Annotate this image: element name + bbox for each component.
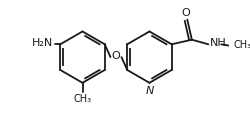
Text: CH₃: CH₃ [233, 40, 250, 50]
Text: O: O [112, 51, 120, 61]
Text: NH: NH [210, 38, 227, 48]
Text: N: N [145, 86, 154, 96]
Text: H₂N: H₂N [32, 38, 53, 48]
Text: CH₃: CH₃ [74, 94, 92, 104]
Text: O: O [181, 8, 190, 18]
